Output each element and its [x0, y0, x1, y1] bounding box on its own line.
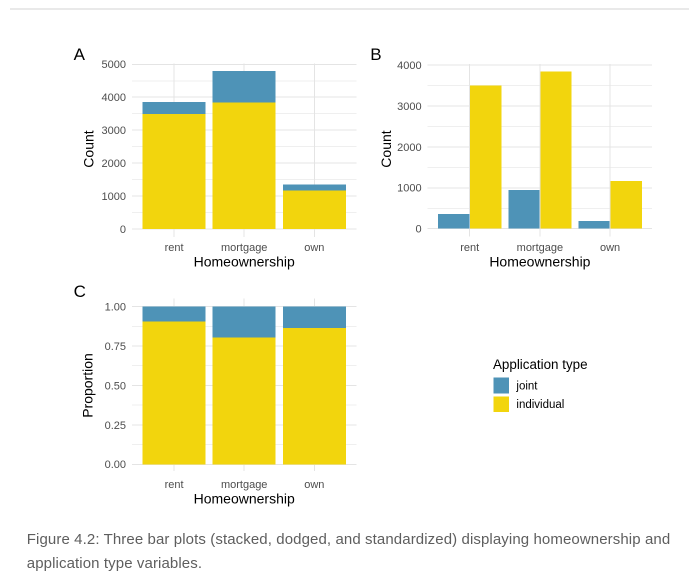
svg-text:4000: 4000	[397, 60, 421, 72]
svg-text:joint: joint	[515, 380, 538, 392]
svg-text:1000: 1000	[102, 191, 126, 203]
svg-text:0: 0	[120, 224, 126, 236]
svg-text:Homeownership: Homeownership	[194, 253, 295, 269]
svg-text:mortgage: mortgage	[221, 479, 267, 491]
svg-text:Proportion: Proportion	[80, 353, 96, 418]
svg-text:own: own	[600, 242, 620, 254]
svg-text:4000: 4000	[102, 92, 126, 104]
svg-text:0.50: 0.50	[105, 380, 126, 392]
svg-text:mortgage: mortgage	[221, 242, 267, 254]
svg-text:A: A	[74, 45, 86, 64]
svg-text:B: B	[370, 45, 381, 64]
svg-text:2000: 2000	[397, 142, 421, 154]
svg-text:rent: rent	[460, 242, 479, 254]
svg-text:0.75: 0.75	[105, 341, 126, 353]
svg-text:Application type: Application type	[493, 357, 588, 372]
svg-text:3000: 3000	[102, 125, 126, 137]
svg-text:own: own	[304, 479, 324, 491]
svg-text:1000: 1000	[397, 183, 421, 195]
svg-text:rent: rent	[165, 242, 184, 254]
svg-text:2000: 2000	[102, 158, 126, 170]
svg-text:own: own	[304, 242, 324, 254]
svg-text:C: C	[74, 282, 86, 301]
svg-text:individual: individual	[516, 399, 564, 411]
svg-text:Count: Count	[81, 130, 97, 167]
svg-text:0.00: 0.00	[105, 459, 126, 471]
svg-text:5000: 5000	[102, 59, 126, 71]
svg-text:mortgage: mortgage	[517, 242, 563, 254]
svg-text:1.00: 1.00	[105, 302, 126, 314]
svg-text:Homeownership: Homeownership	[194, 490, 295, 506]
svg-text:rent: rent	[165, 479, 184, 491]
svg-text:3000: 3000	[397, 101, 421, 113]
svg-text:0: 0	[415, 224, 421, 236]
svg-text:Homeownership: Homeownership	[489, 253, 590, 269]
svg-text:Count: Count	[378, 130, 394, 167]
svg-text:0.25: 0.25	[105, 420, 126, 432]
